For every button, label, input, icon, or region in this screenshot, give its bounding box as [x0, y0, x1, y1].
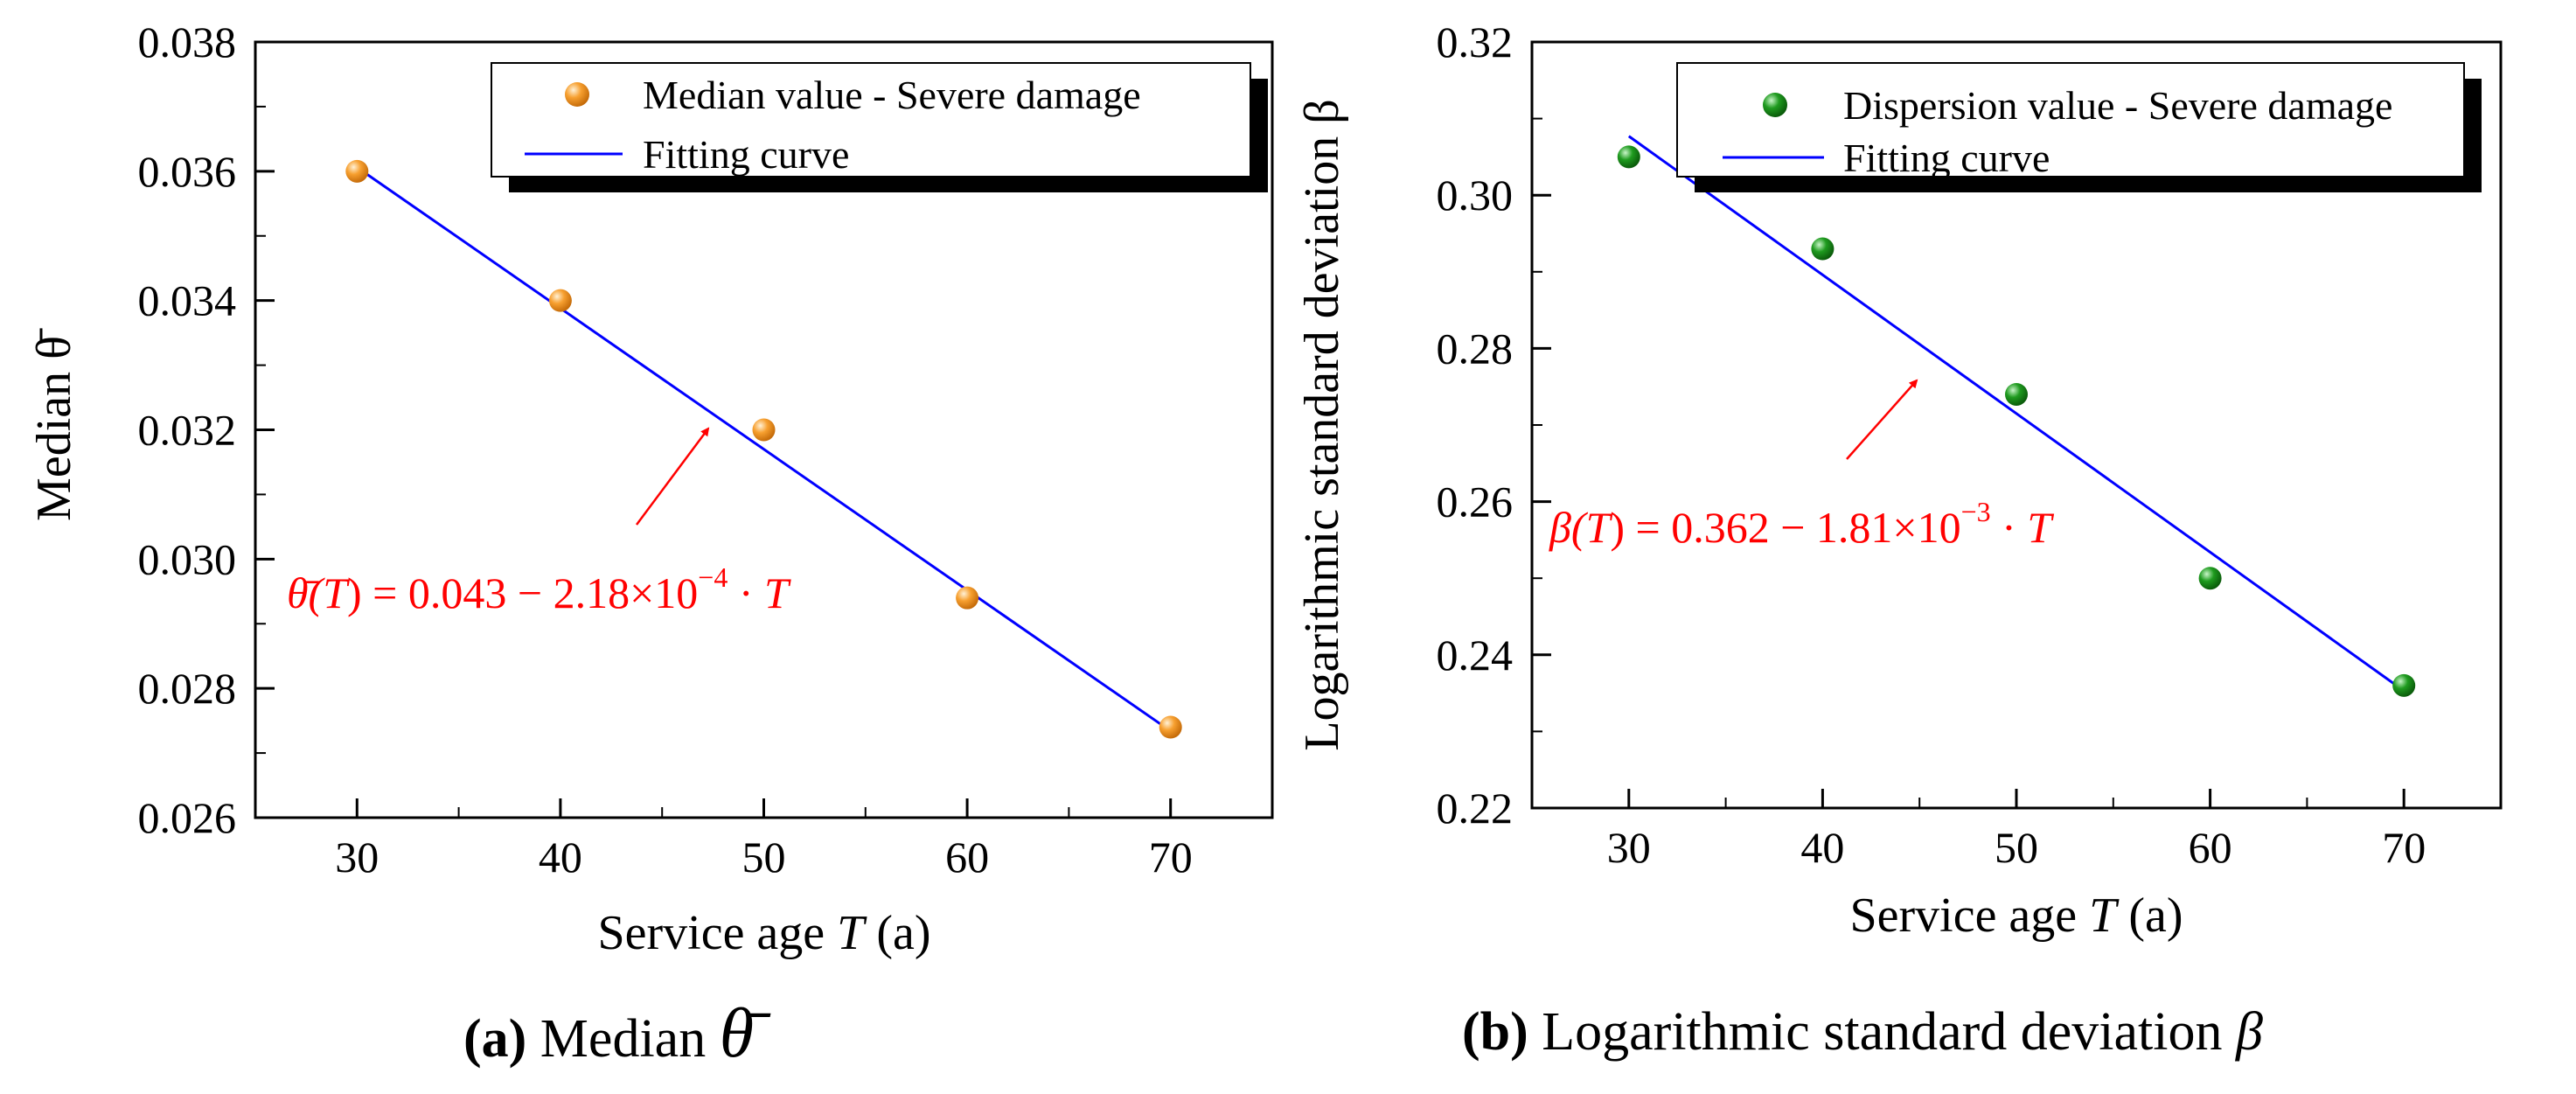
caption-a: (a) Median θ̄: [463, 995, 771, 1072]
eq-b-lhs: β(: [1549, 503, 1589, 552]
x-tick-label: 70: [2382, 823, 2426, 872]
x-tick-label: 70: [1149, 833, 1193, 881]
y-tick-label: 0.28: [1437, 324, 1514, 373]
caption-b-symbol: β: [2235, 1002, 2263, 1062]
data-points-b: [1617, 145, 2416, 697]
xlabel-b-var: T: [2089, 888, 2120, 943]
x-tick-label: 50: [742, 833, 786, 881]
data-point: [345, 159, 369, 183]
x-tick-label: 40: [1800, 823, 1844, 872]
y-tick-label: 0.26: [1437, 477, 1514, 526]
x-tick-label: 60: [945, 833, 989, 881]
caption-b-label: (b): [1462, 1002, 1528, 1062]
y-tick-label: 0.24: [1437, 631, 1514, 679]
x-tick-label: 50: [1995, 823, 2038, 872]
y-tick-labels-a: 0.026 0.028 0.030 0.032 0.034 0.036 0.038: [138, 17, 237, 842]
legend-marker-b: [1763, 93, 1787, 117]
eq-b-exp: −3: [1961, 496, 1991, 527]
x-tick-label: 40: [539, 833, 582, 881]
data-point: [548, 289, 572, 312]
eq-a-var: T: [323, 568, 350, 617]
xlabel-b-post: (a): [2116, 888, 2183, 943]
legend-a: Median value - Severe damage Fitting cur…: [491, 62, 1268, 192]
equation-b: β(T) = 0.362 − 1.81×10−3 · T: [1549, 496, 2054, 552]
legend-label-fit-b: Fitting curve: [1843, 136, 2050, 180]
eq-a-var2: T: [764, 568, 791, 617]
x-axis-label-b: Service age T (a): [1850, 888, 2183, 943]
caption-a-text: Median: [526, 1009, 719, 1069]
xlabel-b-pre: Service age: [1850, 888, 2090, 943]
y-tick-label: 0.32: [1437, 17, 1514, 66]
y-tick-label: 0.026: [138, 793, 237, 842]
x-tick-labels-b: 30 40 50 60 70: [1607, 823, 2426, 872]
eq-a-tail: ·: [728, 568, 764, 617]
data-point: [1617, 145, 1640, 169]
y-tick-label: 0.034: [138, 276, 237, 325]
data-point: [2392, 673, 2416, 697]
caption-b-text: Logarithmic standard deviation: [1528, 1002, 2236, 1062]
data-point: [2198, 567, 2222, 590]
y-tick-label: 0.030: [138, 534, 237, 583]
annotation-arrow-b: [1846, 379, 1918, 460]
data-point: [752, 418, 776, 442]
eq-a-lhs: θ̄(: [287, 568, 326, 617]
caption-a-symbol: θ̄: [720, 995, 771, 1072]
x-tick-labels-a: 30 40 50 60 70: [335, 833, 1192, 881]
xlabel-a-pre: Service age: [598, 906, 838, 960]
caption-a-label: (a): [463, 1009, 526, 1069]
xlabel-a-var: T: [837, 906, 867, 960]
data-point: [2005, 382, 2028, 406]
fitting-curve-a: [356, 166, 1172, 733]
legend-b: Dispersion value - Severe damage Fitting…: [1676, 62, 2482, 192]
annotation-arrow-a: [635, 427, 710, 526]
y-tick-label: 0.028: [138, 664, 237, 713]
data-point: [956, 586, 979, 610]
y-axis-label-b: Logarithmic standard deviation β: [1295, 99, 1349, 750]
eq-b-var2: T: [2027, 503, 2054, 552]
equation-a: θ̄(T) = 0.043 − 2.18×10−4 · T: [287, 561, 791, 617]
fitting-curve-b: [1627, 135, 2405, 693]
legend-box-a: [491, 62, 1251, 178]
y-tick-label: 0.30: [1437, 171, 1514, 219]
axis-ticks-b: [1531, 40, 2502, 810]
data-points-a: [345, 159, 1182, 739]
panel-a: 0.026 0.028 0.030 0.032 0.034 0.036 0.038 30 40…: [27, 17, 1274, 1072]
y-tick-label: 0.036: [138, 147, 237, 196]
y-tick-labels-b: 0.22 0.24 0.26 0.28 0.30 0.32: [1437, 17, 1514, 833]
eq-b-tail: ·: [1991, 503, 2028, 552]
legend-label-median: Median value - Severe damage: [643, 73, 1141, 117]
x-tick-label: 30: [335, 833, 379, 881]
panel-b: 0.22 0.24 0.26 0.28 0.30 0.32 30 40 50 60 70 Disp…: [1295, 17, 2503, 1062]
x-tick-label: 60: [2189, 823, 2232, 872]
legend-label-fit-a: Fitting curve: [643, 132, 849, 177]
y-axis-label-a: Median θ̄: [27, 328, 81, 521]
x-tick-label: 30: [1607, 823, 1651, 872]
data-point: [1811, 237, 1835, 261]
caption-b: (b) Logarithmic standard deviation β: [1462, 1002, 2263, 1062]
eq-b-var: T: [1586, 503, 1613, 552]
xlabel-a-post: (a): [864, 906, 930, 960]
eq-b-mid: ) = 0.362 − 1.81×10: [1610, 503, 1960, 552]
y-tick-label: 0.032: [138, 406, 237, 455]
legend-marker-a: [565, 82, 589, 107]
y-tick-label: 0.22: [1437, 784, 1514, 833]
y-tick-label: 0.038: [138, 17, 237, 66]
eq-a-exp: −4: [698, 561, 728, 593]
data-point: [1159, 715, 1182, 739]
legend-label-dispersion: Dispersion value - Severe damage: [1843, 83, 2392, 128]
eq-a-mid: ) = 0.043 − 2.18×10: [347, 568, 698, 617]
x-axis-label-a: Service age T (a): [598, 906, 931, 960]
axis-ticks-a: [254, 40, 1273, 819]
